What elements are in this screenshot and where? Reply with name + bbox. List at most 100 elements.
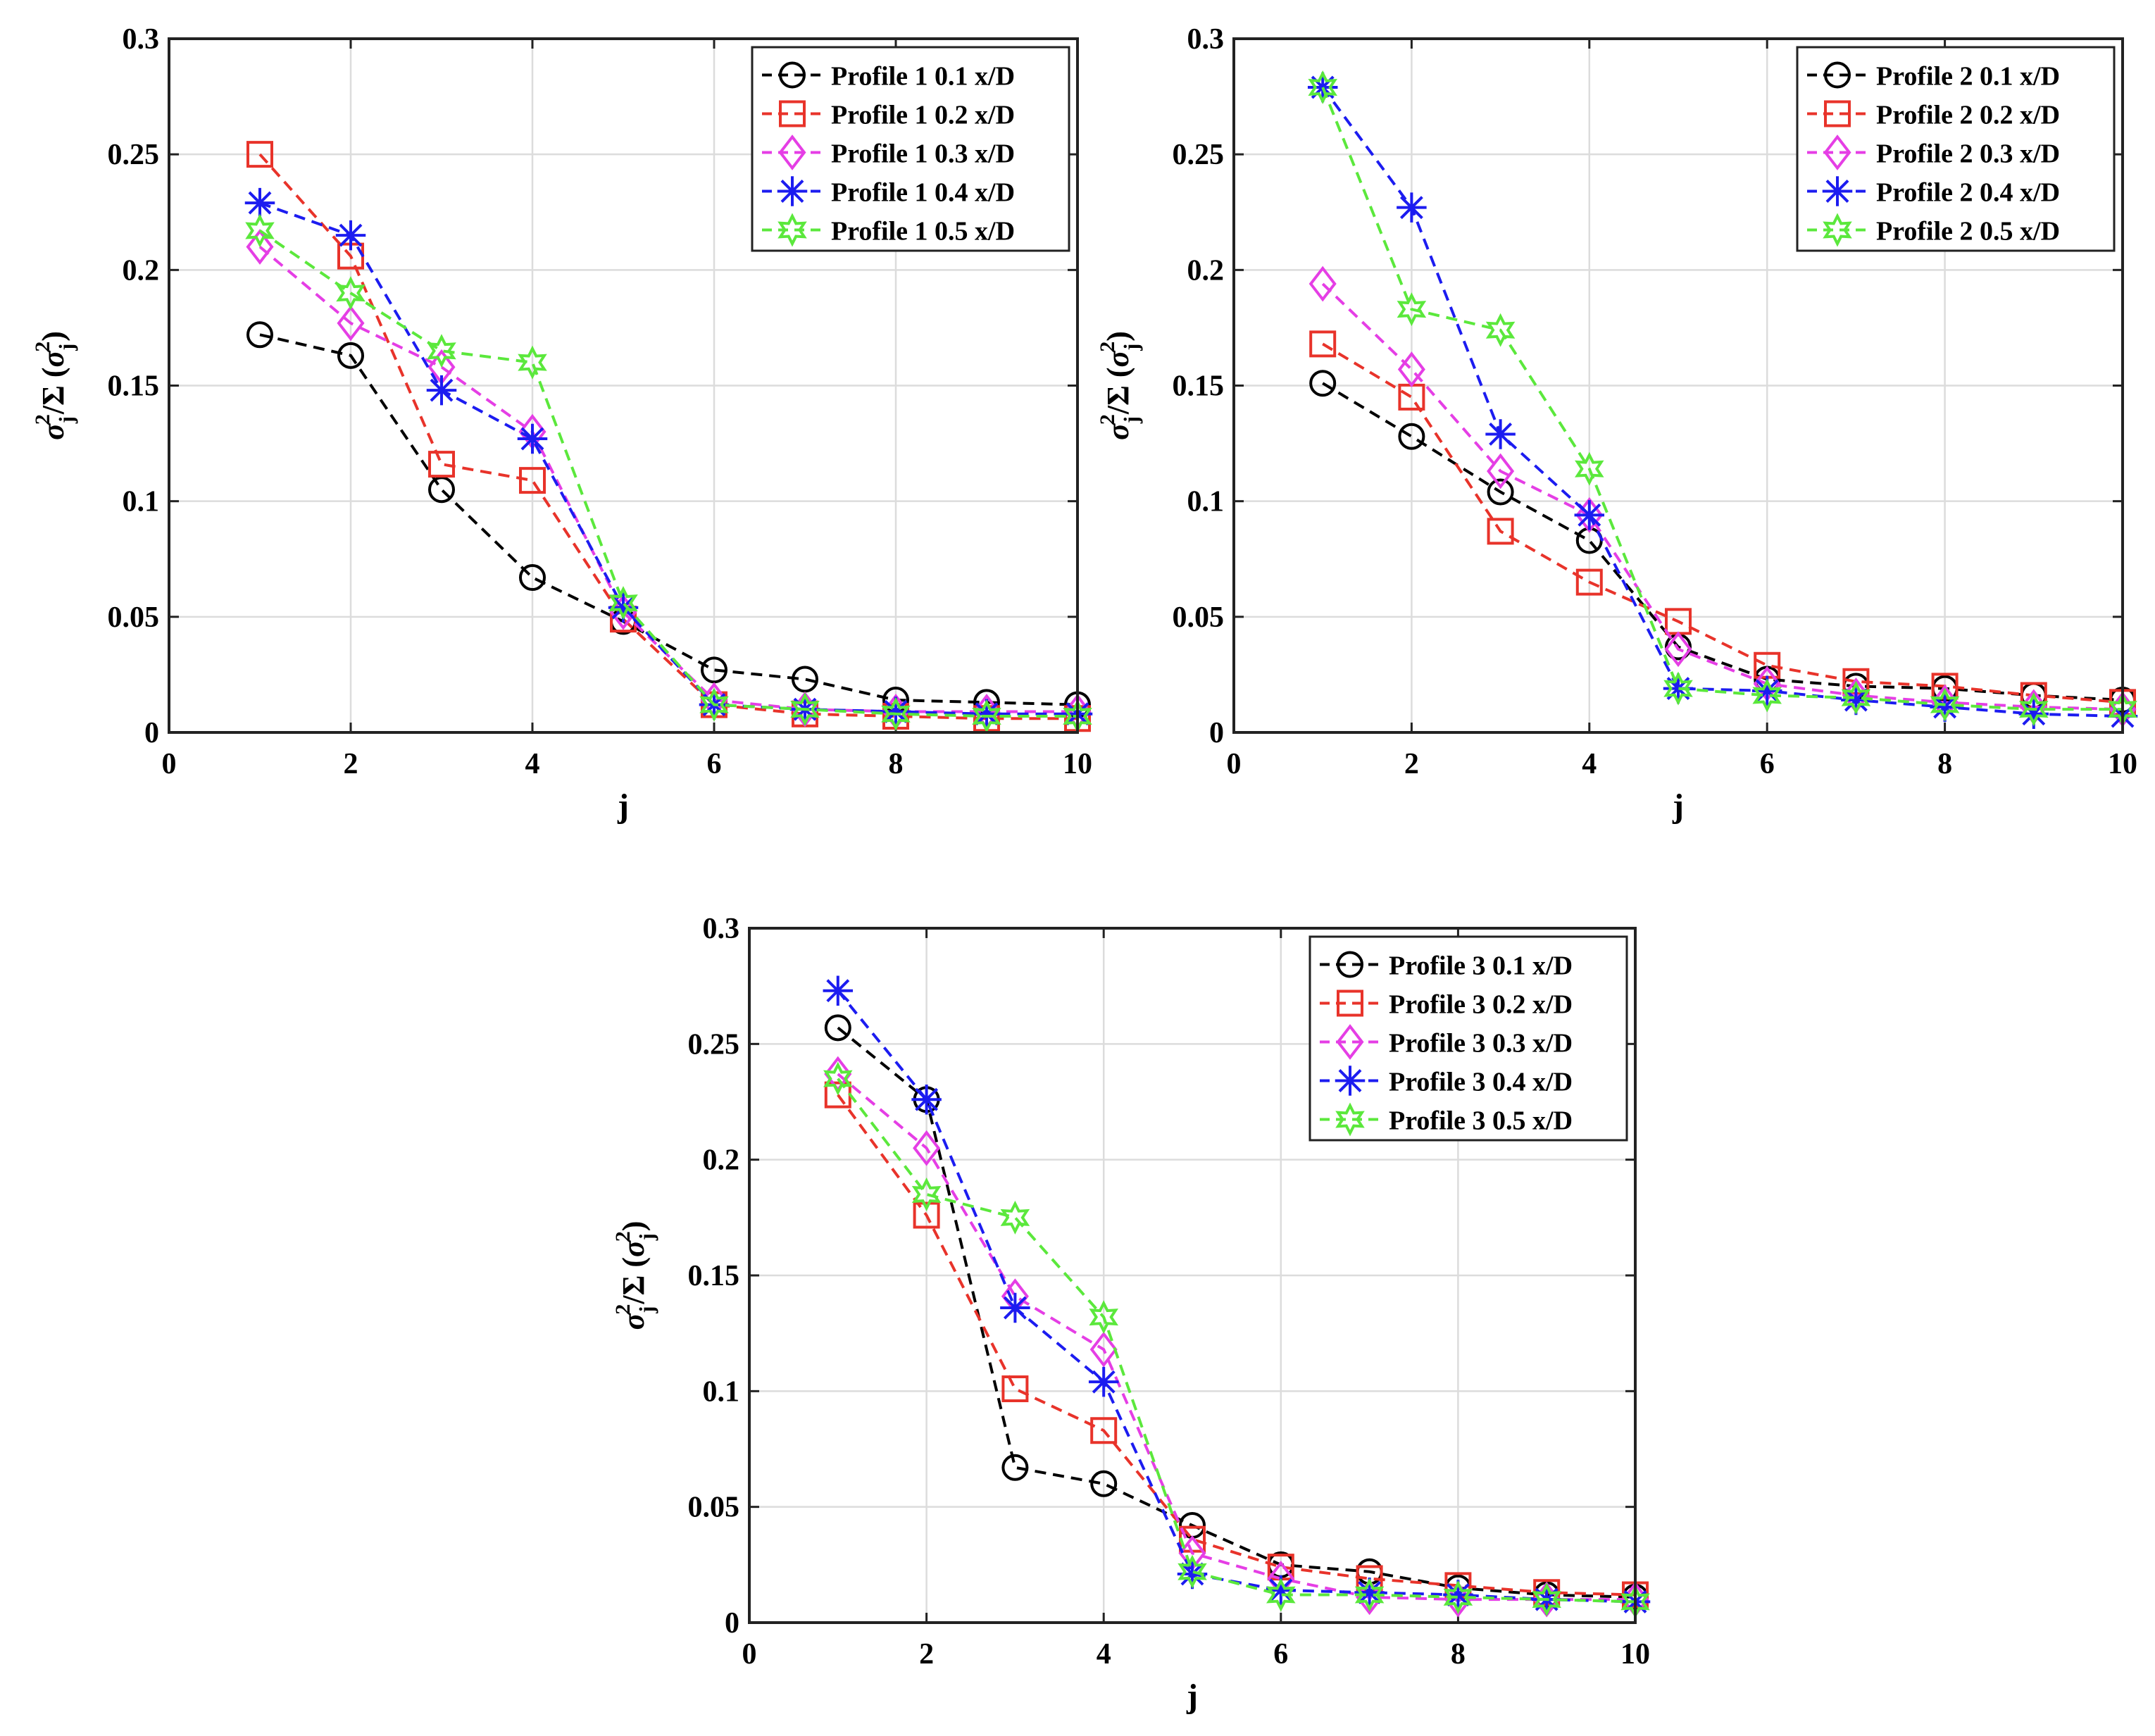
legend: Profile 2 0.1 x/D Profile 2 0.2 x/D Profil… [1796,46,2116,252]
series-line-2 [1322,342,2123,704]
data-point [1398,383,1425,411]
legend-entry: Profile 2 0.5 x/D [1876,217,2060,246]
y-tick-label: 0.25 [1173,139,1225,171]
axes-box [748,927,1637,1624]
series-line-1 [259,333,1078,706]
legend-marker [1335,1102,1365,1137]
data-point [1308,70,1337,104]
data-point [518,345,547,380]
x-tick-label: 8 [889,748,904,780]
data-point [1752,678,1782,713]
data-point [1663,671,1693,706]
data-point [1841,685,1871,716]
data-point [1532,1582,1561,1617]
y-axis-label: σj2/Σ (σj2) [1096,331,1143,440]
series-line-3 [258,245,1078,713]
legend-entry: Profile 3 0.4 x/D [1389,1068,1573,1097]
data-point [1930,687,1960,722]
data-point [1575,568,1603,596]
series-line-4 [259,201,1078,716]
data-point [1443,1580,1473,1614]
data-point [427,334,456,368]
legend-marker [1823,135,1851,170]
data-point [1485,419,1516,449]
x-axis-label: j [1672,787,1684,825]
data-point [1665,608,1692,635]
data-point [608,592,639,623]
chart-panel-3: 0 2 4 6 8 10 0 0.05 0.1 0.15 0.2 0.25 0.3 j σj2/Σ (σj2… [611,913,1651,1715]
legend-box [1308,935,1628,1142]
data-point [1575,451,1604,486]
y-tick-label: 0 [1209,717,1224,749]
legend-marker [1824,61,1851,89]
data-point [246,229,274,265]
x-tick-label: 0 [742,1638,757,1671]
data-point [823,1061,853,1096]
legend-box [1796,46,2116,252]
data-point [911,1084,942,1115]
legend-entry: Profile 2 0.4 x/D [1876,178,2060,208]
data-point [1397,192,1427,223]
series-line-5 [837,1078,1636,1604]
y-tick-label: 0.2 [1187,254,1225,287]
x-tick-label: 4 [1097,1638,1111,1671]
data-point [1398,423,1425,450]
legend-marker [1822,176,1853,206]
x-tick-label: 8 [1937,748,1952,780]
data-point [1001,1454,1029,1481]
legend-marker [1824,100,1851,127]
data-point [1664,631,1692,668]
x-axis-label: j [617,787,629,825]
y-tick-label: 0.05 [108,601,160,634]
y-tick-label: 0.3 [123,23,160,56]
chart-panel-1: 0 2 4 6 8 10 0 0.05 0.1 0.15 0.2 0.25 0.3 j σj2/Σ (σj2… [31,23,1093,825]
data-point [519,564,546,592]
series-line-2 [258,153,1078,720]
legend-entry: Profile 3 0.3 x/D [1389,1029,1573,1059]
data-point [2019,692,2049,727]
y-tick-label: 0.2 [123,254,160,287]
x-tick-label: 6 [707,748,722,780]
x-tick-label: 10 [1620,1638,1650,1671]
x-tick-label: 2 [1404,748,1419,780]
axes-box [168,37,1079,734]
data-point [1000,1292,1030,1323]
data-point [246,321,273,349]
legend-entry: Profile 3 0.5 x/D [1389,1106,1573,1136]
data-point [1088,1366,1119,1397]
data-point [1000,1200,1030,1235]
data-point [823,975,854,1006]
y-tick-label: 0.3 [703,913,740,945]
data-point [911,1177,942,1211]
series-line-2 [837,1094,1636,1597]
legend-entry: Profile 1 0.1 x/D [831,62,1015,92]
data-point [1485,313,1516,347]
data-point [2018,699,2049,729]
data-point [1309,330,1337,358]
data-point [1356,1565,1383,1592]
legend-marker [777,213,807,247]
data-point [972,699,1001,734]
y-axis-label: σj2/Σ (σj2) [611,1221,658,1330]
legend-marker [1335,1066,1366,1096]
data-point [1397,351,1425,387]
x-tick-label: 2 [919,1638,934,1671]
data-point [1308,266,1337,302]
data-point [1754,651,1781,679]
data-point [1089,1331,1118,1368]
series-line-4 [1321,86,2123,718]
data-point [1841,680,1871,715]
legend-entry: Profile 3 0.2 x/D [1389,990,1573,1020]
legend-marker [778,135,806,170]
y-tick-label: 0.15 [108,370,160,403]
data-point [1090,1417,1118,1444]
data-point [1178,1554,1207,1589]
data-point [881,697,911,731]
y-tick-label: 0.05 [688,1492,740,1524]
legend: Profile 1 0.1 x/D Profile 1 0.2 x/D Profil… [751,46,1070,252]
data-point [1266,1575,1297,1606]
legend-entry: Profile 1 0.4 x/D [831,178,1015,208]
legend-entry: Profile 1 0.3 x/D [831,139,1015,169]
y-axis-label: σj2/Σ (σj2) [31,331,78,440]
